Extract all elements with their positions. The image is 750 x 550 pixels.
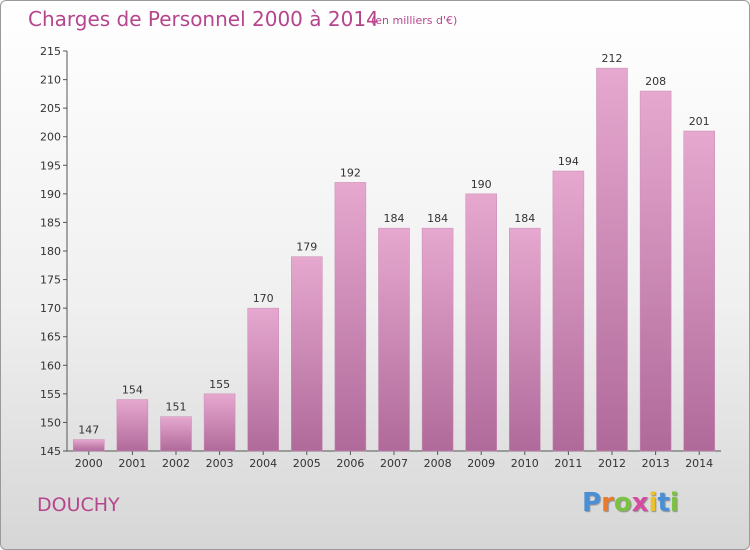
bar-2000 xyxy=(73,439,105,452)
x-tick-label-2008: 2008 xyxy=(424,457,452,470)
bar-2010 xyxy=(509,227,541,452)
bar-2007 xyxy=(378,227,410,452)
y-tick-label: 165 xyxy=(40,331,61,344)
bar-2013 xyxy=(639,90,672,452)
value-label-2006: 192 xyxy=(340,166,361,179)
logo-letter: x xyxy=(631,488,649,518)
commune-name: DOUCHY xyxy=(37,494,120,516)
x-tick-label-2004: 2004 xyxy=(249,457,277,470)
y-tick-label: 190 xyxy=(40,188,61,201)
bar-2002 xyxy=(160,416,192,452)
value-label-2010: 184 xyxy=(514,212,535,225)
y-tick-label: 200 xyxy=(40,131,61,144)
bar-2005 xyxy=(291,256,323,452)
value-label-2008: 184 xyxy=(427,212,448,225)
x-tick-label-2009: 2009 xyxy=(467,457,495,470)
bar-2003 xyxy=(203,393,236,452)
x-tick-label-2002: 2002 xyxy=(162,457,190,470)
value-label-2001: 154 xyxy=(122,384,143,397)
value-label-2003: 155 xyxy=(209,378,230,391)
proxiti-logo: Proxiti xyxy=(582,488,679,518)
axes: 145 150 155 160 165 170 175 180 185 190 195 200 205 2… xyxy=(40,45,721,470)
y-tick-label: 195 xyxy=(40,159,61,172)
bar-2001 xyxy=(116,399,149,452)
y-tick-label: 175 xyxy=(40,274,61,287)
logo-letter: o xyxy=(613,488,632,518)
y-tick-label: 205 xyxy=(40,102,61,115)
x-tick-label-2012: 2012 xyxy=(598,457,626,470)
y-tick-label: 160 xyxy=(40,359,61,372)
bar-2008 xyxy=(421,227,454,452)
value-label-2004: 170 xyxy=(253,292,274,305)
bar-2004 xyxy=(247,307,279,452)
y-tick-label: 145 xyxy=(40,445,61,458)
y-tick-label: 150 xyxy=(40,416,61,429)
y-tick-label: 210 xyxy=(40,74,61,87)
value-label-2007: 184 xyxy=(384,212,405,225)
bar-2006 xyxy=(334,182,367,452)
x-tick-label-2000: 2000 xyxy=(75,457,103,470)
logo-letter: i xyxy=(669,488,679,518)
bars xyxy=(73,67,715,452)
x-tick-label-2003: 2003 xyxy=(206,457,234,470)
value-label-2014: 201 xyxy=(689,115,710,128)
x-tick-label-2013: 2013 xyxy=(642,457,670,470)
y-tick-label: 185 xyxy=(40,216,61,229)
logo-letter: r xyxy=(601,488,614,518)
y-tick-label: 215 xyxy=(40,45,61,58)
chart-unit: (en milliers d'€) xyxy=(371,14,458,27)
value-label-2005: 179 xyxy=(296,241,317,254)
value-label-2011: 194 xyxy=(558,155,579,168)
logo-letter: P xyxy=(582,488,602,518)
value-label-2000: 147 xyxy=(78,424,99,437)
value-label-2013: 208 xyxy=(645,75,666,88)
x-tick-label-2006: 2006 xyxy=(336,457,364,470)
value-label-2002: 151 xyxy=(166,401,187,414)
bar-2009 xyxy=(465,193,497,452)
bar-2014 xyxy=(683,130,715,452)
y-tick-label: 170 xyxy=(40,302,61,315)
logo-letter: t xyxy=(657,488,670,518)
x-tick-label-2010: 2010 xyxy=(511,457,539,470)
logo-letter: i xyxy=(648,488,658,518)
value-labels: 147 154 151 155 170 179 192 184 184 190 184 194 212 2… xyxy=(78,52,709,436)
x-tick-label-2005: 2005 xyxy=(293,457,321,470)
bar-2011 xyxy=(552,170,585,452)
y-tick-label: 155 xyxy=(40,388,61,401)
x-tick-label-2001: 2001 xyxy=(118,457,146,470)
chart-title: Charges de Personnel 2000 à 2014 xyxy=(28,7,379,31)
value-label-2009: 190 xyxy=(471,178,492,191)
x-tick-label-2014: 2014 xyxy=(685,457,713,470)
y-tick-label: 180 xyxy=(40,245,61,258)
x-tick-label-2007: 2007 xyxy=(380,457,408,470)
value-label-2012: 212 xyxy=(602,52,623,65)
bar-2012 xyxy=(596,67,628,452)
x-tick-label-2011: 2011 xyxy=(554,457,582,470)
